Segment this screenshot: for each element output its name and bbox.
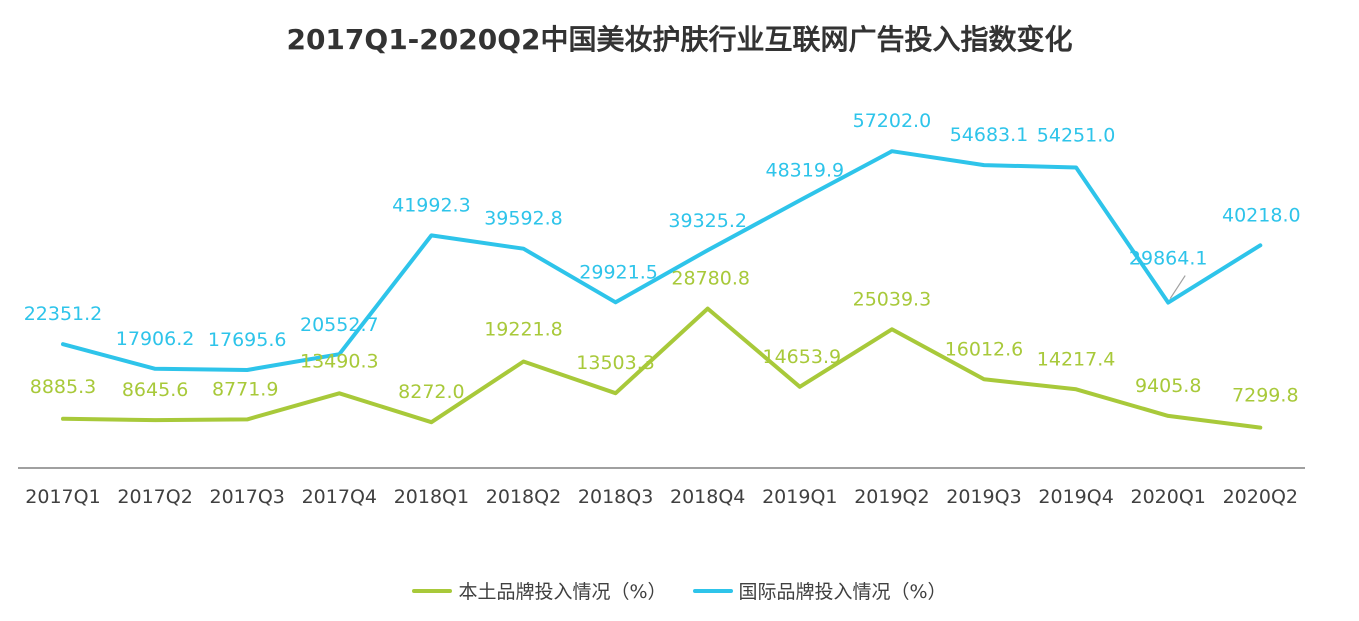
data-point [61, 342, 65, 346]
x-tick-label: 2017Q2 [117, 486, 192, 508]
data-point [1166, 414, 1170, 418]
x-tick-label: 2017Q3 [209, 486, 284, 508]
data-label: 20552.7 [300, 314, 379, 336]
data-label: 40218.0 [1222, 204, 1301, 226]
data-label: 54683.1 [950, 124, 1029, 146]
data-label: 14653.9 [763, 346, 842, 368]
data-point [706, 307, 710, 311]
data-label: 54251.0 [1037, 125, 1116, 147]
data-label: 8645.6 [122, 379, 188, 401]
data-label: 16012.6 [945, 338, 1024, 360]
data-point [61, 417, 65, 421]
x-tick-label: 2018Q2 [486, 486, 561, 508]
data-point [1074, 166, 1078, 170]
data-point [429, 420, 433, 424]
chart-title: 2017Q1-2020Q2中国美妆护肤行业互联网广告投入指数变化 [286, 23, 1073, 56]
data-point [153, 367, 157, 371]
data-label: 17906.2 [116, 328, 195, 350]
data-point [798, 198, 802, 202]
data-label: 17695.6 [208, 329, 287, 351]
x-tick-label: 2020Q1 [1130, 486, 1205, 508]
data-label: 13490.3 [300, 350, 379, 372]
data-point [1258, 426, 1262, 430]
data-label: 8272.0 [398, 381, 464, 403]
data-point [798, 385, 802, 389]
data-label: 9405.8 [1135, 375, 1201, 397]
data-point [706, 248, 710, 252]
data-label: 25039.3 [853, 288, 932, 310]
legend-swatch-domestic [412, 588, 453, 593]
data-point [337, 391, 341, 395]
x-tick-label: 2018Q3 [578, 486, 653, 508]
data-label: 48319.9 [766, 159, 845, 181]
data-point [337, 352, 341, 356]
x-tick-label: 2019Q1 [762, 486, 837, 508]
data-label: 39592.8 [484, 208, 563, 230]
x-tick-label: 2017Q4 [302, 486, 377, 508]
x-tick-label: 2019Q2 [854, 486, 929, 508]
data-label: 22351.2 [24, 303, 103, 325]
legend: 本土品牌投入情况（%） 国际品牌投入情况（%） [0, 577, 1359, 604]
data-label: 8771.9 [212, 378, 278, 400]
x-tick-label: 2019Q4 [1038, 486, 1113, 508]
data-point [153, 418, 157, 422]
legend-label-domestic: 本土品牌投入情况（%） [458, 581, 667, 603]
x-tick-label: 2018Q4 [670, 486, 745, 508]
x-tick-label: 2017Q1 [25, 486, 100, 508]
data-label: 13503.3 [576, 352, 655, 374]
data-point [1258, 243, 1262, 247]
data-point [982, 377, 986, 381]
data-point [522, 360, 525, 364]
data-point [522, 247, 525, 251]
data-label: 29921.5 [579, 261, 658, 283]
data-label: 14217.4 [1037, 348, 1116, 370]
legend-item-domestic: 本土品牌投入情况（%） [412, 577, 667, 604]
data-point [982, 163, 986, 167]
data-label: 57202.0 [853, 110, 932, 132]
data-point [245, 368, 249, 372]
data-label: 19221.8 [484, 319, 563, 341]
data-point [614, 391, 618, 395]
data-point [245, 417, 249, 421]
data-point [1074, 387, 1078, 391]
data-label: 41992.3 [392, 194, 471, 216]
legend-item-international: 国际品牌投入情况（%） [692, 577, 947, 604]
data-label: 29864.1 [1129, 248, 1208, 270]
x-tick-label: 2019Q3 [946, 486, 1021, 508]
legend-label-international: 国际品牌投入情况（%） [738, 581, 947, 603]
x-tick-label: 2018Q1 [394, 486, 469, 508]
series-line-1 [61, 149, 1263, 372]
label-leader-line [1169, 275, 1186, 299]
legend-swatch-international [692, 588, 733, 593]
data-point [890, 327, 894, 331]
data-label: 7299.8 [1232, 385, 1298, 407]
data-point [614, 300, 618, 304]
data-point [1166, 301, 1170, 305]
data-label: 39325.2 [668, 210, 747, 232]
data-label: 28780.8 [671, 268, 750, 290]
data-point [890, 149, 894, 153]
data-label: 8885.3 [30, 376, 96, 398]
x-tick-label: 2020Q2 [1223, 486, 1298, 508]
series-line-0 [61, 306, 1263, 430]
data-point [429, 233, 433, 237]
